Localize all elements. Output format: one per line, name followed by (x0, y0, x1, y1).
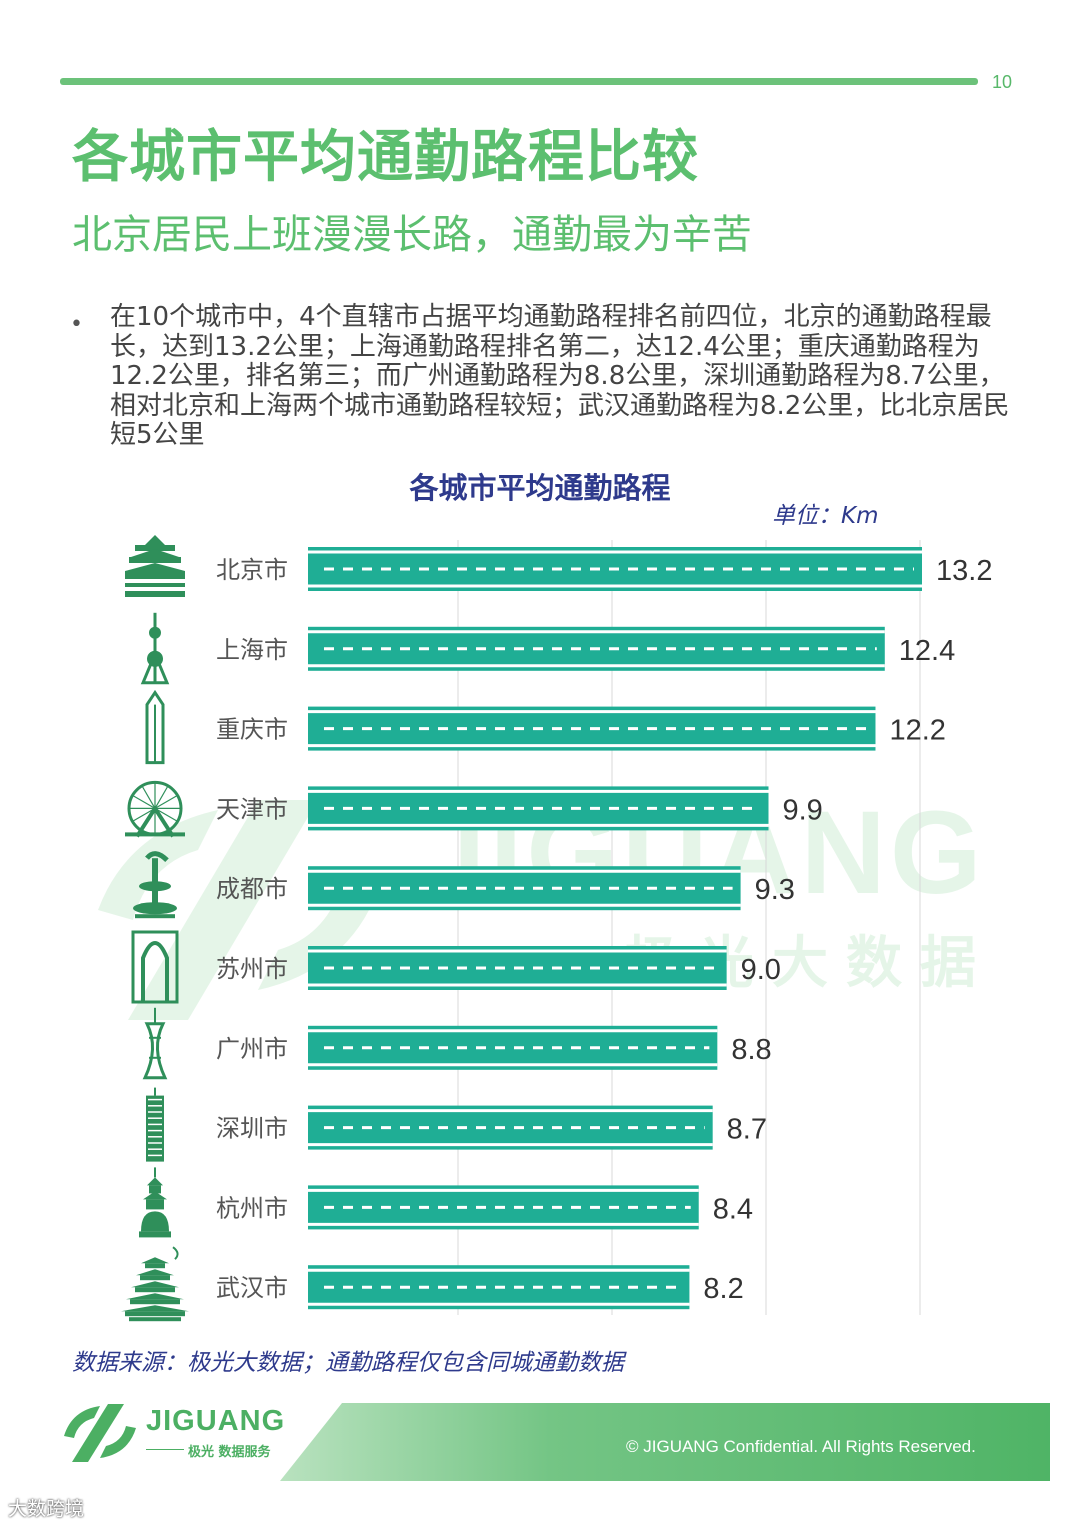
temple-of-heaven-icon (125, 535, 185, 597)
tianjin-eye-icon (125, 780, 185, 838)
value-label: 12.4 (899, 635, 955, 667)
chart-title: 各城市平均通勤路程 (409, 471, 671, 505)
footer-band (280, 1403, 1050, 1481)
top-rule (60, 78, 978, 85)
city-label: 成都市 (216, 875, 288, 903)
city-label: 广州市 (216, 1035, 288, 1063)
page-number: 10 (992, 72, 1013, 92)
canton-tower-icon (142, 1007, 168, 1080)
chart-unit: 单位：Km (772, 503, 879, 529)
chengdu-monument-icon (133, 851, 177, 919)
bar (308, 1265, 690, 1310)
bar (308, 1185, 699, 1230)
value-label: 8.2 (703, 1273, 743, 1305)
value-label: 8.8 (731, 1034, 771, 1066)
bar (308, 866, 741, 911)
leifeng-pagoda-icon (139, 1167, 171, 1238)
city-label: 重庆市 (216, 716, 288, 744)
city-label: 上海市 (216, 636, 288, 664)
bar (308, 626, 885, 671)
city-label: 武汉市 (216, 1274, 288, 1302)
value-label: 8.4 (713, 1193, 753, 1225)
shenzhen-building-icon (146, 1087, 164, 1162)
value-label: 13.2 (936, 555, 992, 587)
bar (308, 706, 876, 751)
value-label: 9.0 (741, 954, 781, 986)
city-label: 苏州市 (216, 955, 288, 983)
value-label: 9.3 (755, 874, 795, 906)
bar (308, 547, 922, 591)
logo-divider (146, 1449, 184, 1450)
suzhou-gate-icon (131, 930, 179, 1004)
jiguang-logo-icon (64, 1404, 136, 1462)
logo-subtitle: 极光 数据服务 (188, 1445, 271, 1460)
chongqing-tower-icon (145, 689, 165, 765)
city-label: 深圳市 (216, 1115, 288, 1143)
value-label: 8.7 (727, 1114, 767, 1146)
page-title: 各城市平均通勤路程比较 (72, 125, 699, 190)
oriental-pearl-tower-icon (140, 612, 170, 685)
summary-paragraph: 在10个城市中，4个直辖市占据平均通勤路程排名前四位，北京的通勤路程最长，达到1… (110, 302, 1010, 451)
city-label: 杭州市 (216, 1194, 288, 1222)
value-label: 12.2 (889, 715, 945, 747)
yellow-crane-tower-icon (121, 1246, 189, 1322)
value-label: 9.9 (783, 794, 823, 826)
corner-watermark: 大数跨境 (8, 1498, 85, 1520)
city-label: 天津市 (216, 795, 288, 823)
logo-text: JIGUANG (146, 1405, 286, 1437)
bullet-icon: • (70, 312, 83, 337)
page-subtitle: 北京居民上班漫漫长路，通勤最为辛苦 (72, 212, 752, 258)
bar (308, 786, 769, 831)
bar (308, 946, 727, 990)
bar (308, 1105, 713, 1150)
bar (308, 1025, 718, 1070)
bar-chart: 北京市 13.2 上海市 12.4 重庆市 12.2 天津市 9.9 成都市 9.3 苏州市 9.0 广… (121, 535, 992, 1322)
source-note: 数据来源：极光大数据；通勤路程仅包含同城通勤数据 (72, 1350, 624, 1376)
copyright-text: © JIGUANG Confidential. All Rights Reser… (626, 1437, 976, 1456)
city-label: 北京市 (216, 556, 288, 584)
